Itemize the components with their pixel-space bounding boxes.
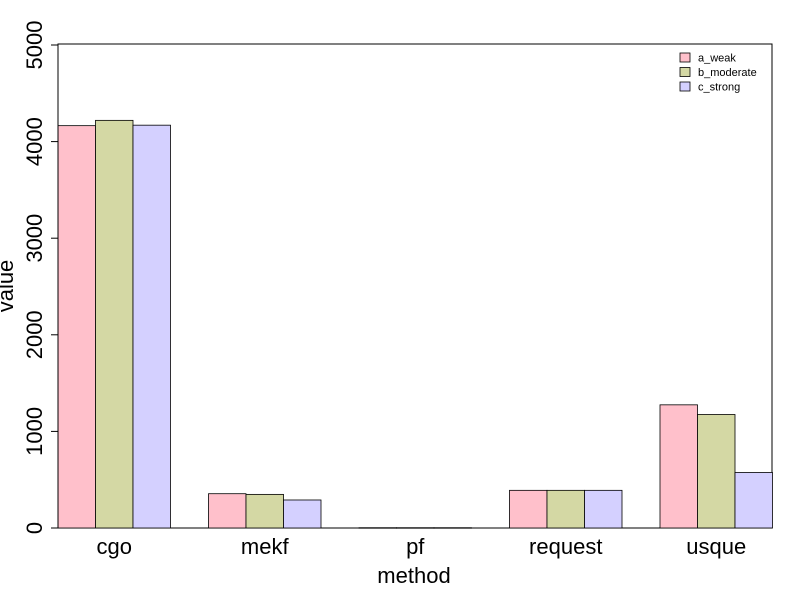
x-tick-label: usque xyxy=(686,534,746,559)
x-tick-label: mekf xyxy=(241,534,290,559)
bar-mekf-c_strong xyxy=(283,499,322,529)
y-tick-label: 5000 xyxy=(22,21,47,70)
y-axis: 0 1000 2000 3000 4000 5000 xyxy=(22,21,59,534)
bar-pf-b_moderate xyxy=(396,527,435,529)
x-axis-label: method xyxy=(377,563,450,588)
legend: a_weak b_moderate c_strong xyxy=(679,52,757,94)
y-tick-label: 2000 xyxy=(22,310,47,359)
legend-label: b_moderate xyxy=(698,67,757,79)
bar-cgo-a_weak xyxy=(57,125,96,529)
bar-usque-a_weak xyxy=(659,404,698,529)
y-tick-label: 3000 xyxy=(22,214,47,263)
bar-request-a_weak xyxy=(509,489,548,529)
y-tick-label: 1000 xyxy=(22,407,47,456)
bar-usque-b_moderate xyxy=(697,414,736,529)
legend-label: a_weak xyxy=(698,53,736,65)
x-tick-label: pf xyxy=(406,534,425,559)
legend-swatch-c_strong xyxy=(679,81,691,92)
bar-pf-c_strong xyxy=(433,527,472,529)
x-tick-label: cgo xyxy=(97,534,132,559)
bar-request-b_moderate xyxy=(546,489,585,529)
y-tick-label: 0 xyxy=(22,522,47,534)
bar-cgo-c_strong xyxy=(132,124,171,529)
bar-usque-c_strong xyxy=(734,472,773,529)
bar-request-c_strong xyxy=(584,489,623,529)
bar-pf-a_weak xyxy=(358,527,397,529)
y-axis-label: value xyxy=(0,260,18,313)
bar-mekf-a_weak xyxy=(208,493,247,529)
bar-cgo-b_moderate xyxy=(95,119,134,529)
bar-mekf-b_moderate xyxy=(245,493,284,529)
bars-group xyxy=(57,119,773,529)
legend-label: c_strong xyxy=(698,82,740,94)
x-axis: cgo mekf pf request usque xyxy=(97,534,747,559)
legend-swatch-a_weak xyxy=(679,52,691,63)
y-tick-label: 4000 xyxy=(22,117,47,166)
legend-swatch-b_moderate xyxy=(679,67,691,77)
x-tick-label: request xyxy=(529,534,602,559)
